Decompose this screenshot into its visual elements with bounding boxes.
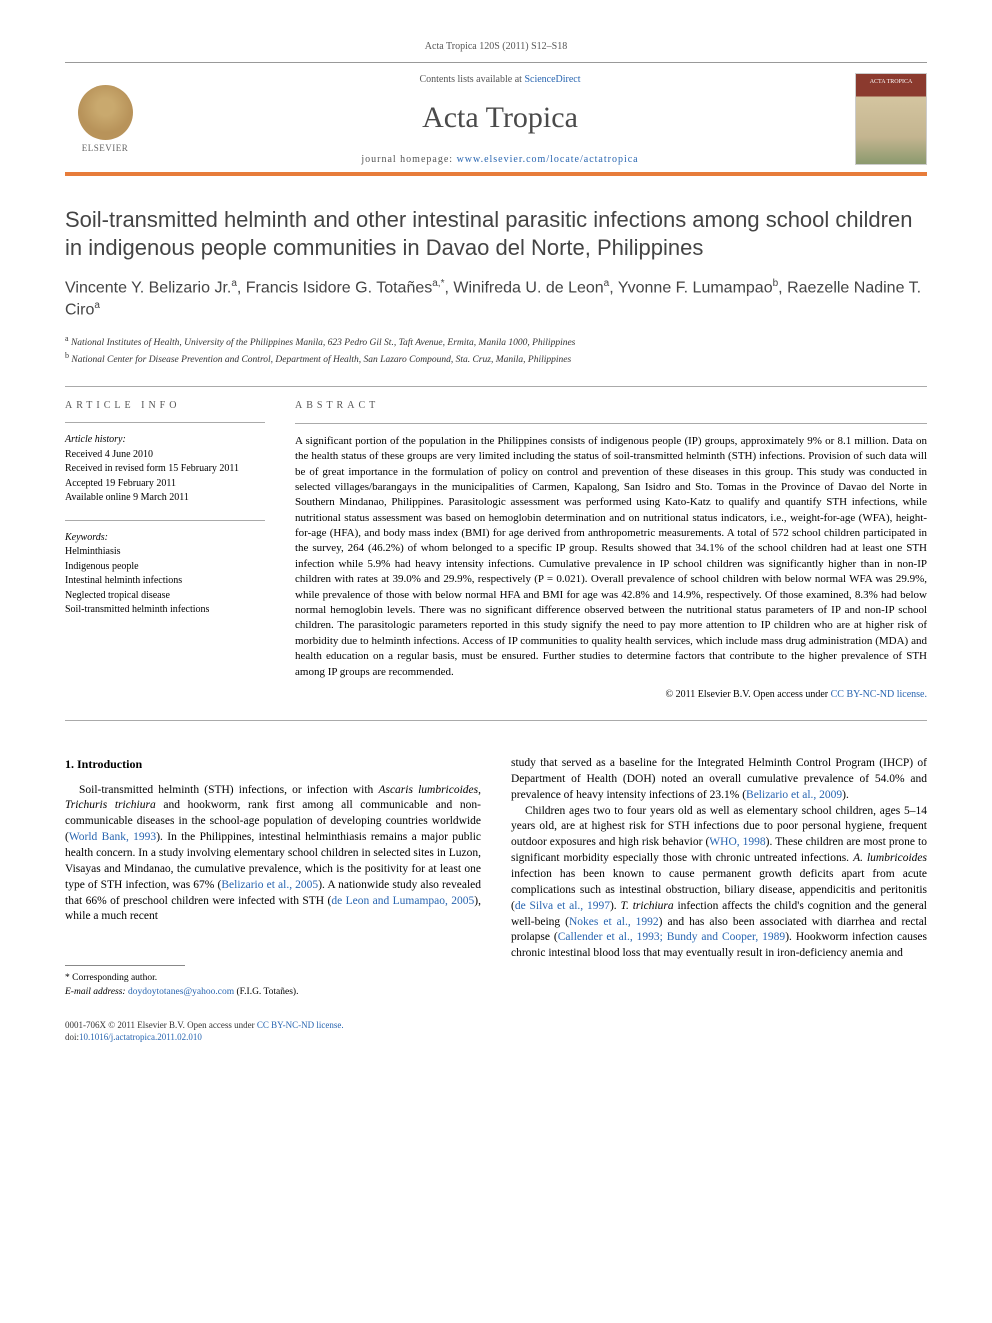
article-title: Soil-transmitted helminth and other inte… <box>65 206 927 261</box>
copyright-line: © 2011 Elsevier B.V. Open access under C… <box>295 688 927 702</box>
divider <box>65 386 927 387</box>
keyword: Intestinal helminth infections <box>65 574 265 589</box>
divider <box>65 422 265 423</box>
author-list: Vincente Y. Belizario Jr.a, Francis Isid… <box>65 277 927 321</box>
abstract-column: abstract A significant portion of the po… <box>295 399 927 702</box>
doi-label: doi: <box>65 1032 79 1042</box>
doi-link[interactable]: 10.1016/j.actatropica.2011.02.010 <box>79 1032 202 1042</box>
corr-label: * Corresponding author. <box>65 972 481 985</box>
open-access-text: Open access under <box>187 1020 257 1030</box>
affiliations: a National Institutes of Health, Univers… <box>65 333 927 368</box>
history-label: Article history: <box>65 433 265 448</box>
abstract-label: abstract <box>295 399 927 413</box>
sciencedirect-link[interactable]: ScienceDirect <box>524 74 580 85</box>
abstract-text: A significant portion of the population … <box>295 434 927 680</box>
elsevier-label: ELSEVIER <box>82 142 129 154</box>
history-item: Received 4 June 2010 <box>65 448 265 463</box>
history-item: Accepted 19 February 2011 <box>65 477 265 492</box>
intro-paragraph: Soil-transmitted helminth (STH) infectio… <box>65 783 481 926</box>
history-item: Received in revised form 15 February 201… <box>65 462 265 477</box>
keyword: Neglected tropical disease <box>65 589 265 604</box>
journal-cover-thumb: ACTA TROPICA <box>855 73 927 165</box>
contents-prefix: Contents lists available at <box>419 74 524 85</box>
left-column: 1. Introduction Soil-transmitted helmint… <box>65 756 481 999</box>
keywords-block: Keywords: Helminthiasis Indigenous peopl… <box>65 531 265 618</box>
homepage-prefix: journal homepage: <box>361 154 456 165</box>
keyword: Helminthiasis <box>65 545 265 560</box>
keywords-label: Keywords: <box>65 531 265 546</box>
right-column: study that served as a baseline for the … <box>511 756 927 999</box>
intro-paragraph-cont: study that served as a baseline for the … <box>511 756 927 804</box>
journal-header: ELSEVIER Contents lists available at Sci… <box>65 62 927 177</box>
issn-copyright: 0001-706X © 2011 Elsevier B.V. <box>65 1020 187 1030</box>
divider <box>65 720 927 721</box>
section-heading: 1. Introduction <box>65 756 481 773</box>
corr-name: (F.I.G. Totañes). <box>234 987 298 997</box>
footnote-divider <box>65 965 185 966</box>
journal-id: Acta Tropica 120S (2011) S12–S18 <box>65 40 927 54</box>
corr-email-link[interactable]: doydoytotanes@yahoo.com <box>128 987 234 997</box>
elsevier-logo: ELSEVIER <box>65 79 145 159</box>
divider <box>65 520 265 521</box>
intro-paragraph-2: Children ages two to four years old as w… <box>511 804 927 963</box>
contents-available: Contents lists available at ScienceDirec… <box>160 73 840 87</box>
footer-license-link[interactable]: CC BY-NC-ND license. <box>257 1020 344 1030</box>
divider <box>295 423 927 424</box>
keyword: Soil-transmitted helminth infections <box>65 603 265 618</box>
journal-homepage: journal homepage: www.elsevier.com/locat… <box>160 153 840 167</box>
affiliation-a: a National Institutes of Health, Univers… <box>65 333 927 350</box>
corresponding-author: * Corresponding author. E-mail address: … <box>65 972 481 999</box>
elsevier-tree-icon <box>78 85 133 140</box>
keyword: Indigenous people <box>65 560 265 575</box>
article-info-column: article info Article history: Received 4… <box>65 399 265 702</box>
article-info-label: article info <box>65 399 265 413</box>
journal-title: Acta Tropica <box>160 98 840 139</box>
article-history: Article history: Received 4 June 2010 Re… <box>65 433 265 506</box>
homepage-link[interactable]: www.elsevier.com/locate/actatropica <box>457 154 639 165</box>
history-item: Available online 9 March 2011 <box>65 491 265 506</box>
license-link[interactable]: CC BY-NC-ND license. <box>831 689 927 700</box>
open-access-text: Open access under <box>753 689 830 700</box>
affiliation-b: b National Center for Disease Prevention… <box>65 350 927 367</box>
page-footer: 0001-706X © 2011 Elsevier B.V. Open acce… <box>65 1019 927 1044</box>
copyright-prefix: © 2011 Elsevier B.V. <box>666 689 754 700</box>
email-label: E-mail address: <box>65 987 128 997</box>
